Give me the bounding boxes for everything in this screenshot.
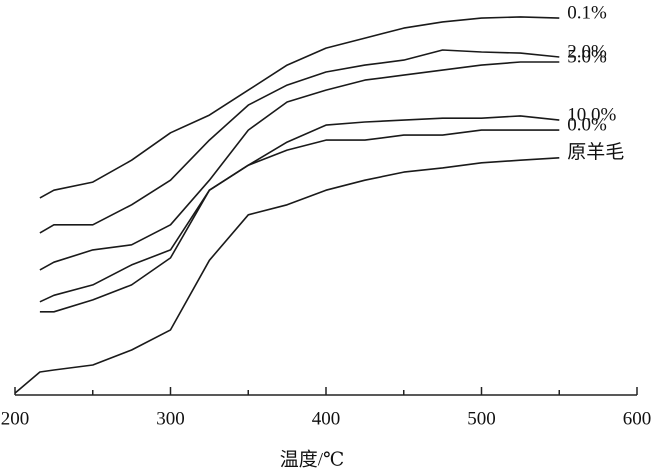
series-label: 0.1% bbox=[567, 2, 607, 23]
x-tick-label: 500 bbox=[467, 408, 496, 429]
series-label: 10.0% bbox=[567, 104, 616, 125]
series-label: 5.0% bbox=[567, 46, 607, 67]
x-axis-label: 温度/℃ bbox=[280, 448, 345, 470]
series-label: 原羊毛 bbox=[567, 141, 624, 163]
x-tick-label: 300 bbox=[156, 408, 185, 429]
line-series bbox=[39, 61, 560, 271]
line-series bbox=[39, 115, 560, 303]
line-series bbox=[39, 129, 560, 313]
x-tick-label: 200 bbox=[1, 408, 30, 429]
line-series bbox=[39, 16, 560, 199]
line-series bbox=[14, 157, 560, 394]
line-series bbox=[39, 49, 560, 234]
series-label: 0.0% bbox=[567, 114, 607, 135]
x-tick-label: 600 bbox=[623, 408, 652, 429]
series-label: 2.0% bbox=[567, 41, 607, 62]
x-tick-label: 400 bbox=[312, 408, 341, 429]
